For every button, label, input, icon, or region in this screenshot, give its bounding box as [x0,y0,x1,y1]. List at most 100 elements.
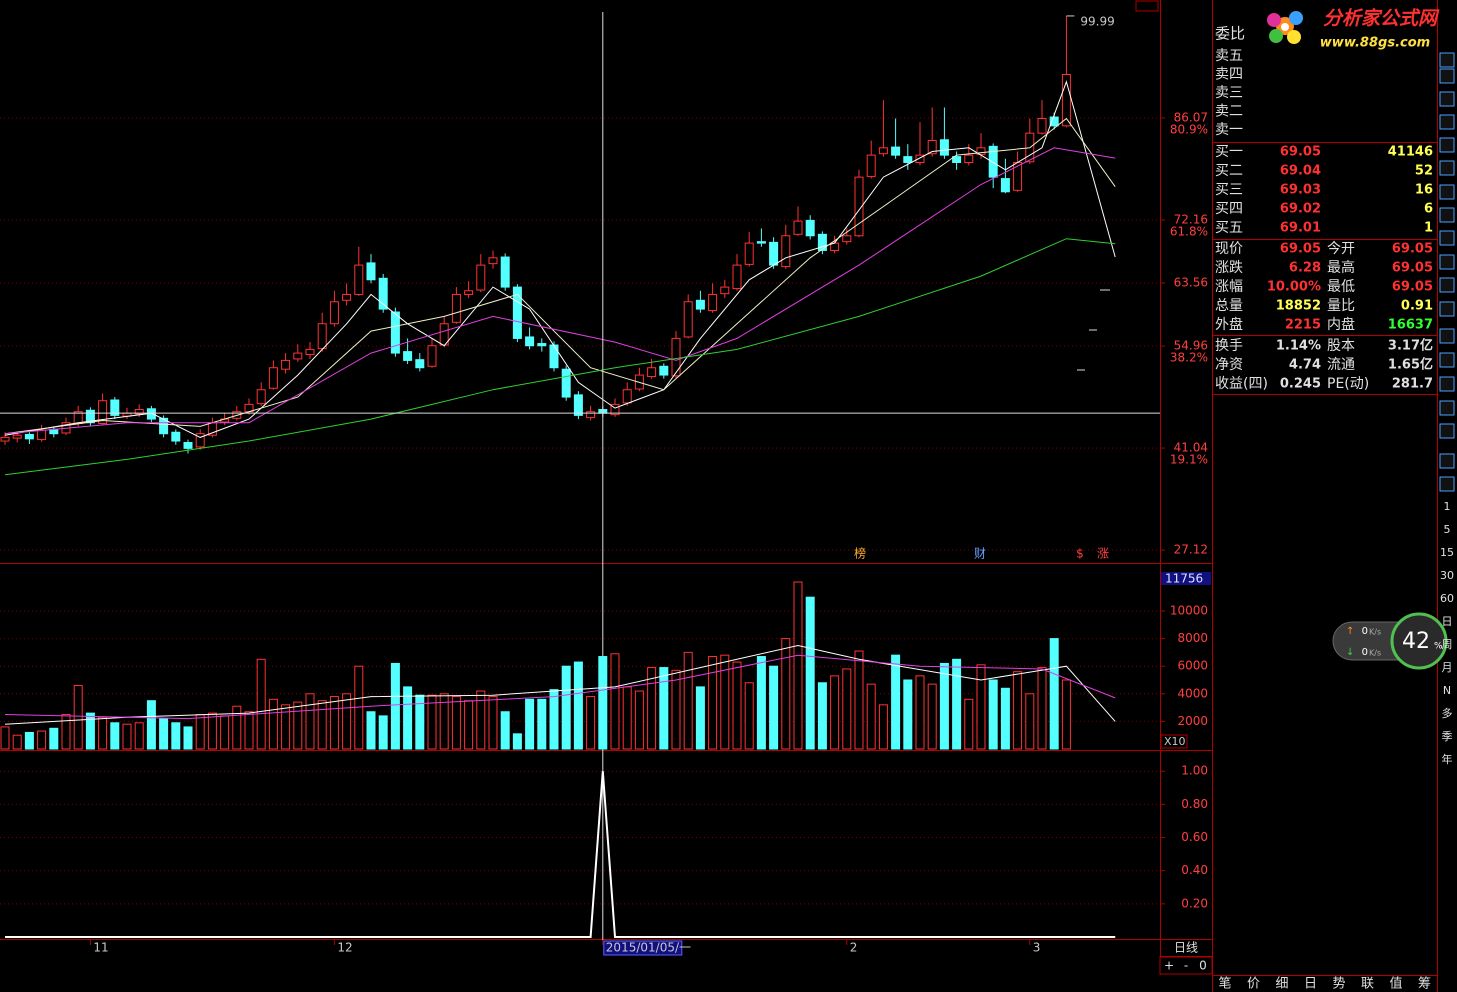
y-tick-label: 72.16 [1174,212,1208,226]
volume-bar [512,733,522,750]
volume-bar [683,651,693,750]
period-btn[interactable]: 1 [1444,500,1451,513]
tool-icon[interactable] [1439,207,1455,223]
high-label: 99.99 [1080,14,1114,28]
arrow-up: ↑ [1346,626,1354,637]
volume-bar [964,698,974,750]
zoom-bar [1159,956,1213,975]
y-tick-label: 54.96 [1174,339,1208,353]
volume-bar [85,712,95,750]
tool-icon[interactable] [1439,328,1455,344]
period-btn[interactable]: 多 [1442,706,1453,720]
tool-icon[interactable] [1439,476,1455,492]
period-btn[interactable]: 30 [1440,569,1454,582]
tool-icon[interactable] [1439,52,1455,68]
event-marker[interactable]: 财 [974,547,986,561]
zoom-btn[interactable]: - [1184,959,1188,973]
period-btn[interactable]: 日 [1442,615,1453,628]
period-btn[interactable]: 15 [1440,546,1454,559]
candle-body [183,442,193,449]
event-marker[interactable]: 涨 [1097,546,1109,561]
tool-icon[interactable] [1439,68,1455,84]
candle-body [512,286,522,339]
candle-body [610,403,620,416]
volume-bar [317,700,327,750]
candle-body [476,264,486,291]
volume-bar [390,662,400,750]
candle-body [0,436,10,442]
volume-bar [49,727,59,750]
tab-btn[interactable]: 势 [1332,976,1345,992]
x-tick-label: 12 [337,941,352,955]
stat-label: 涨幅 [1215,279,1243,295]
volume-bar [207,712,217,750]
volume-bar [891,654,901,750]
tool-icon[interactable] [1439,137,1455,153]
candle-body [842,235,852,243]
volume-bar [122,723,132,750]
tool-icon[interactable] [1439,114,1455,130]
zoom-btn[interactable]: 0 [1199,959,1207,973]
candle-body [134,409,144,415]
stat-label: 现价 [1215,241,1243,257]
volume-bar [464,700,474,750]
buy-price: 69.05 [1280,145,1321,160]
tab-btn[interactable]: 价 [1247,977,1260,992]
y-tick-label: 41.04 [1174,441,1208,455]
candle-body [403,351,413,361]
candle-body [793,220,803,235]
volume-bar [244,711,254,750]
zoom-btn[interactable]: + [1164,959,1174,973]
y-tick-label: 8000 [1177,631,1208,645]
volume-bar [488,696,498,750]
tab-btn[interactable]: 日 [1304,977,1317,992]
volume-bar [256,658,266,750]
stat-label: 股本 [1327,338,1355,354]
volume-bar [183,726,193,750]
tab-btn[interactable]: 值 [1389,976,1402,992]
tool-icon[interactable] [1439,376,1455,392]
stat-value: 3.17亿 [1388,338,1433,354]
candle-body [342,293,352,301]
period-btn[interactable]: 周 [1442,638,1453,651]
logo-url: www.88gs.com [1320,36,1430,51]
tool-icon[interactable] [1439,453,1455,469]
event-marker[interactable]: $ [1076,547,1084,561]
tool-icon[interactable] [1439,230,1455,246]
period-btn[interactable]: N [1443,684,1451,697]
period-btn[interactable]: 月 [1442,661,1453,674]
period-btn[interactable]: 5 [1444,523,1451,536]
buy-price: 69.03 [1280,183,1321,198]
tab-btn[interactable]: 筹 [1418,976,1431,992]
window-btn[interactable] [1135,0,1159,12]
period-label[interactable]: 日线 [1174,941,1198,955]
tool-icon[interactable] [1439,301,1455,317]
period-btn[interactable]: 60 [1440,592,1454,605]
speed-up: 0 [1362,626,1368,637]
tool-icon[interactable] [1439,254,1455,270]
event-marker[interactable]: 榜 [854,546,866,561]
stat-label: 量比 [1327,298,1355,314]
tool-icon[interactable] [1439,184,1455,200]
pct-tick-label: 80.9% [1170,122,1208,136]
period-btn[interactable]: 季 [1442,730,1453,743]
tab-btn[interactable]: 细 [1275,977,1288,992]
candle-body [683,301,693,338]
tool-icon[interactable] [1439,160,1455,176]
tool-icon[interactable] [1439,277,1455,293]
tool-icon[interactable] [1439,91,1455,107]
tab-btn[interactable]: 笔 [1218,976,1231,992]
candle-body [866,154,876,177]
stat-value: 2215 [1285,318,1321,333]
tool-icon[interactable] [1439,423,1455,439]
volume-bar [1049,638,1059,750]
logo-petal [1289,11,1303,25]
buy-volume: 16 [1415,183,1433,198]
x-tick-label: 11 [93,941,108,955]
period-btn[interactable]: 年 [1442,752,1453,766]
tool-icon[interactable] [1439,400,1455,416]
ma-line [4,147,1116,435]
tool-icon[interactable] [1439,352,1455,368]
volume-bar [146,700,156,750]
tab-btn[interactable]: 联 [1361,977,1374,992]
